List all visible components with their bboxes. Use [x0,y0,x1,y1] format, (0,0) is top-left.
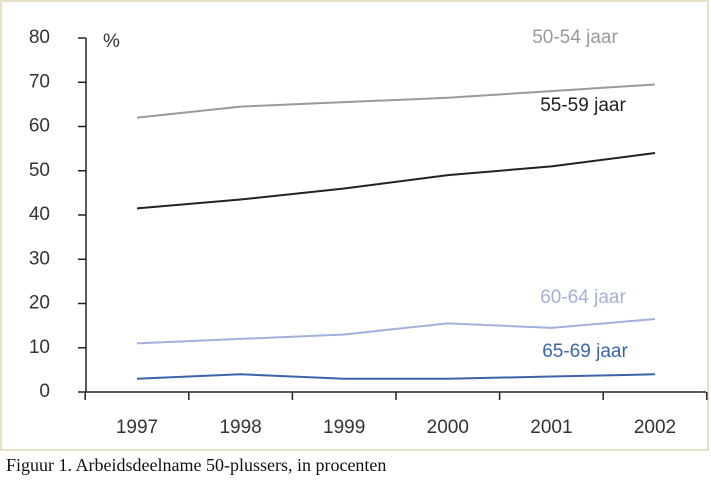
y-tick-label: 30 [29,248,50,269]
series-label: 65-69 jaar [542,341,628,362]
y-axis-label: % [103,31,120,52]
y-tick-label: 80 [29,27,50,48]
x-tick-label: 1999 [323,417,365,438]
series-label: 60-64 jaar [540,287,626,308]
x-tick-label: 2000 [427,417,469,438]
y-tick-label: 40 [29,204,50,225]
series-line [136,83,656,119]
series-line [136,317,656,345]
y-tick-label: 20 [29,293,50,314]
caption: Figuur 1. Arbeidsdeelname 50-plussers, i… [6,455,387,475]
chart: % 0 10 20 30 40 50 60 70 80 1997 1998 1999 2000 2001 2… [0,0,709,451]
x-tick-label: 1997 [116,417,158,438]
x-tick-label: 2002 [634,417,676,438]
x-tick-label: 1998 [219,417,261,438]
chart-frame [0,0,709,451]
y-tick-label: 70 [29,71,50,92]
y-tick-label: 0 [39,381,50,402]
x-tick-label: 2001 [530,417,572,438]
y-tick-label: 50 [29,160,50,181]
series-line [136,373,656,380]
series-label: 50-54 jaar [532,27,618,48]
y-tick-label: 60 [29,116,50,137]
y-tick-label: 10 [29,337,50,358]
series-label: 55-59 jaar [540,95,626,116]
series-line [136,152,656,210]
